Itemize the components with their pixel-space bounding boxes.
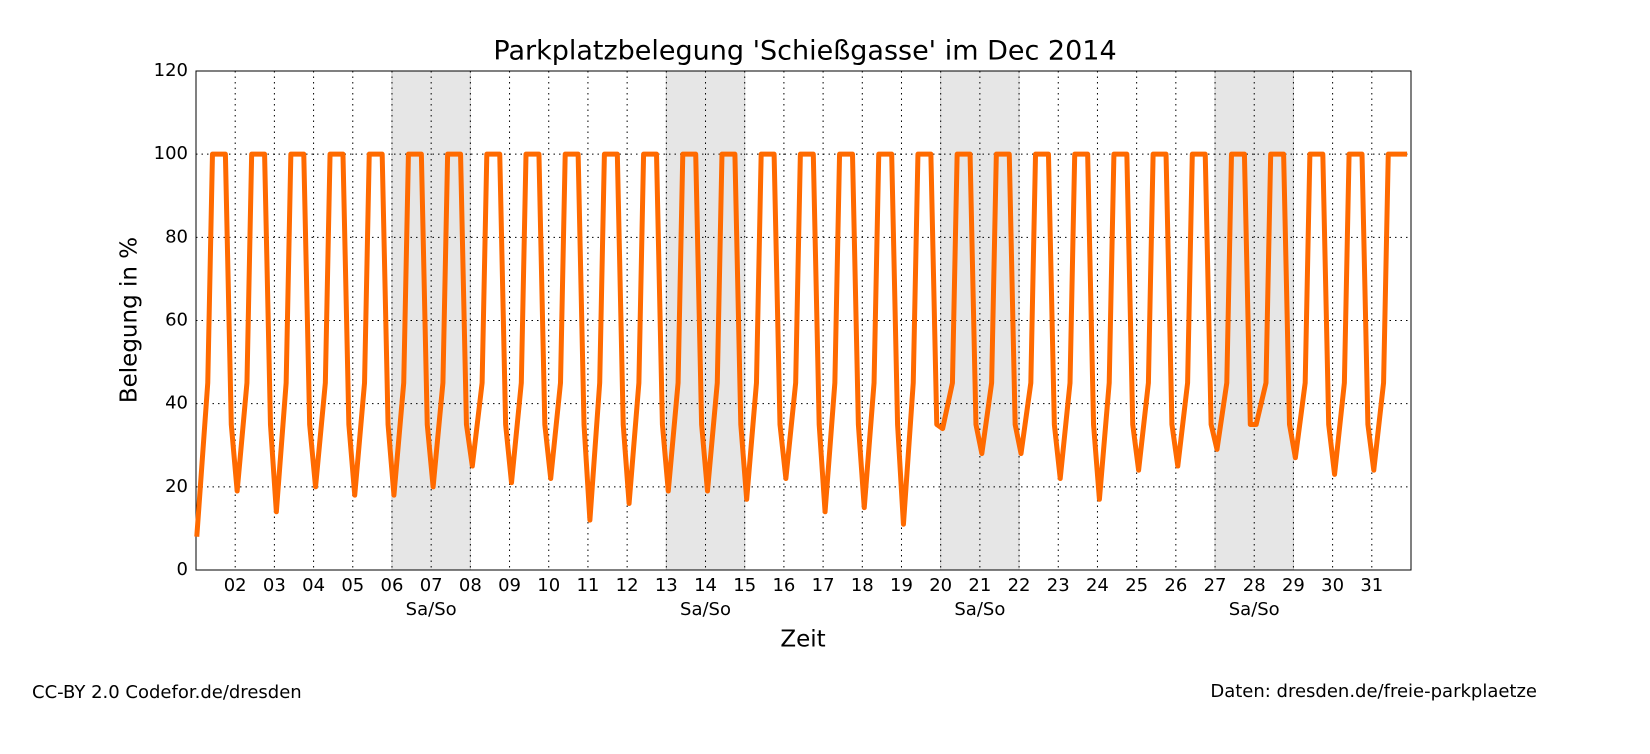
weekend-label: Sa/So	[406, 599, 457, 620]
x-tick-label: 29	[1282, 575, 1305, 596]
x-tick-label: 22	[1008, 575, 1031, 596]
x-tick-label: 16	[772, 575, 795, 596]
x-tick-label: 09	[498, 575, 521, 596]
x-tick-label: 04	[302, 575, 325, 596]
x-tick-label: 30	[1321, 575, 1344, 596]
y-tick-label: 120	[154, 60, 188, 81]
x-tick-label: 11	[576, 575, 599, 596]
x-tick-label: 19	[890, 575, 913, 596]
y-tick-label: 40	[165, 393, 188, 414]
weekend-label: Sa/So	[680, 599, 731, 620]
plot-frame	[195, 70, 1412, 571]
weekend-label: Sa/So	[954, 599, 1005, 620]
x-tick-label: 06	[381, 575, 404, 596]
x-tick-label: 07	[420, 575, 443, 596]
x-tick-label: 25	[1125, 575, 1148, 596]
x-tick-label: 21	[968, 575, 991, 596]
x-tick-label: 08	[459, 575, 482, 596]
x-tick-label: 24	[1086, 575, 1109, 596]
x-tick-label: 27	[1204, 575, 1227, 596]
x-tick-label: 03	[263, 575, 286, 596]
x-tick-label: 14	[694, 575, 717, 596]
x-tick-label: 10	[537, 575, 560, 596]
y-tick-label: 0	[177, 559, 188, 580]
y-tick-label: 20	[165, 476, 188, 497]
x-tick-label: 18	[851, 575, 874, 596]
y-tick-label: 80	[165, 226, 188, 247]
y-axis-label: Belegung in %	[117, 237, 143, 403]
y-tick-label: 60	[165, 310, 188, 331]
x-tick-label: 02	[224, 575, 247, 596]
x-tick-label: 28	[1243, 575, 1266, 596]
x-tick-label: 20	[929, 575, 952, 596]
chart-title: Parkplatzbelegung 'Schießgasse' im Dec 2…	[493, 36, 1116, 67]
x-tick-label: 23	[1047, 575, 1070, 596]
x-tick-label: 17	[812, 575, 835, 596]
x-tick-label: 26	[1164, 575, 1187, 596]
x-tick-label: 12	[616, 575, 639, 596]
footer-left: CC-BY 2.0 Codefor.de/dresden	[32, 682, 302, 703]
y-tick-label: 100	[154, 143, 188, 164]
x-tick-label: 15	[733, 575, 756, 596]
x-axis-label: Zeit	[780, 627, 825, 653]
x-tick-label: 05	[341, 575, 364, 596]
line-series	[194, 151, 1408, 537]
x-tick-label: 13	[655, 575, 678, 596]
x-tick-label: 31	[1360, 575, 1383, 596]
weekend-label: Sa/So	[1229, 599, 1280, 620]
footer-right: Daten: dresden.de/freie-parkplaetze	[1210, 681, 1537, 702]
